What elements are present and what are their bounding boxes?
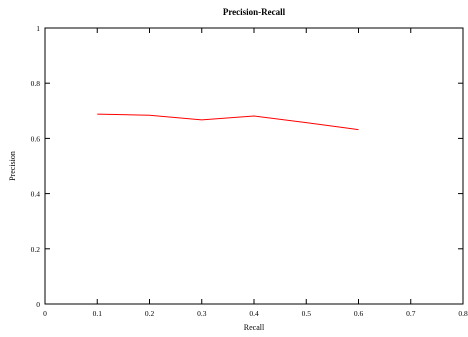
x-tick-label: 0.2 [145, 309, 155, 318]
y-axis-label: Precision [8, 151, 17, 181]
x-axis-ticks: 0 0.1 0.2 0.3 0.4 0.5 0.6 0.7 0.8 [43, 28, 468, 318]
series-line [97, 113, 359, 131]
y-tick-label: 0.6 [31, 134, 41, 143]
plot-area-frame [44, 27, 464, 305]
y-tick-label: 0.4 [31, 190, 41, 199]
x-tick-label: 0.5 [302, 309, 312, 318]
y-tick-label: 0.8 [31, 79, 41, 88]
x-tick-label: 0.6 [354, 309, 364, 318]
y-axis-ticks: 0 0.2 0.4 0.6 0.8 1 [31, 24, 463, 309]
chart-title: Precision-Recall [223, 7, 286, 17]
series-layer [97, 113, 359, 131]
y-tick-label: 0 [36, 300, 40, 309]
x-tick-label: 0.8 [458, 309, 468, 318]
x-tick-label: 0.4 [249, 309, 259, 318]
x-tick-label: 0.7 [406, 309, 416, 318]
x-axis-label: Recall [244, 323, 265, 332]
x-tick-label: 0.1 [93, 309, 103, 318]
y-tick-label: 0.2 [31, 245, 41, 254]
x-tick-label: 0.3 [197, 309, 207, 318]
y-tick-label: 1 [36, 24, 40, 33]
x-tick-label: 0 [43, 309, 47, 318]
